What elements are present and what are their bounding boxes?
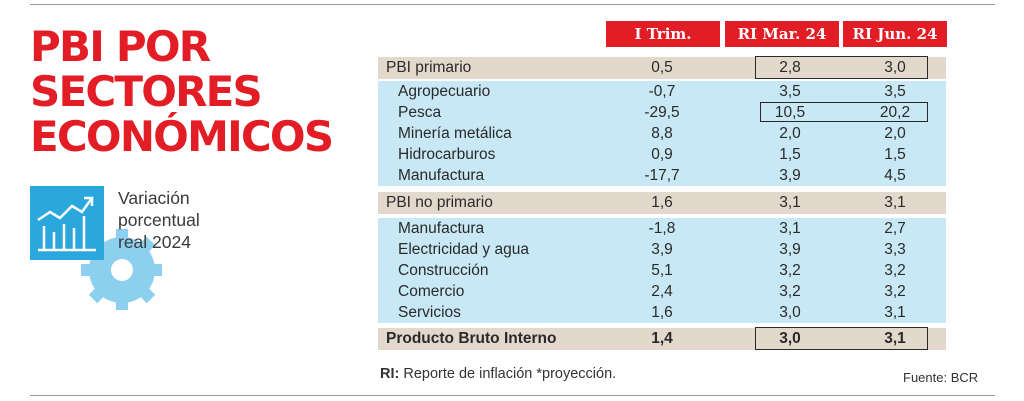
page-title: PBI POR SECTORES ECONÓMICOS bbox=[30, 24, 370, 159]
gear-icon bbox=[81, 229, 162, 310]
row-label: Producto Bruto Interno bbox=[386, 330, 557, 347]
cell-ri-mar: 3,9 bbox=[779, 241, 801, 258]
cell-i-trim: 8,8 bbox=[651, 125, 673, 142]
cell-i-trim: -1,8 bbox=[648, 220, 676, 237]
cell-ri-jun: 3,5 bbox=[884, 83, 906, 100]
column-header-ri-jun: RI Jun. 24 bbox=[843, 21, 947, 47]
cell-ri-mar: 3,2 bbox=[779, 283, 801, 300]
highlight-box-pesca bbox=[760, 102, 928, 122]
row-label: Minería metálica bbox=[398, 125, 512, 142]
table-row-manufactura-7: Manufactura -1,8 3,1 2,7 bbox=[378, 218, 946, 239]
cell-ri-jun: 3,3 bbox=[884, 241, 906, 258]
footnote: RI: Reporte de inflación *proyección. bbox=[380, 366, 616, 382]
column-header-i-trim: I Trim. bbox=[606, 21, 720, 47]
subtitle: Variación porcentual real 2024 bbox=[118, 187, 248, 253]
highlight-box-pbi-total bbox=[755, 327, 928, 350]
cell-ri-jun: 3,2 bbox=[884, 283, 906, 300]
table-row-agropecuario-1: Agropecuario -0,7 3,5 3,5 bbox=[378, 81, 946, 102]
table-row-mineria-metalica-3: Minería metálica 8,8 2,0 2,0 bbox=[378, 123, 946, 144]
cell-i-trim: -0,7 bbox=[648, 83, 676, 100]
title-line-1: PBI POR bbox=[30, 22, 211, 71]
cell-ri-mar: 3,1 bbox=[779, 220, 801, 237]
cell-ri-jun: 20,2 bbox=[879, 104, 911, 121]
top-rule bbox=[30, 4, 995, 5]
table-row-pesca-2: Pesca -29,5 10,5 20,2 bbox=[378, 102, 946, 123]
title-line-3: ECONÓMICOS bbox=[30, 112, 334, 161]
cell-ri-mar: 3,9 bbox=[779, 167, 801, 184]
bottom-rule bbox=[30, 395, 995, 396]
row-label: Construcción bbox=[398, 262, 489, 279]
column-header-ri-mar: RI Mar. 24 bbox=[725, 21, 839, 47]
cell-ri-mar: 3,1 bbox=[779, 194, 801, 211]
cell-ri-jun: 3,2 bbox=[884, 262, 906, 279]
cell-i-trim: 1,6 bbox=[651, 304, 673, 321]
cell-ri-jun: 3,1 bbox=[884, 194, 906, 211]
cell-i-trim: 1,4 bbox=[651, 330, 673, 347]
cell-ri-mar: 2,0 bbox=[779, 125, 801, 142]
footnote-text: Reporte de inflación *proyección. bbox=[399, 366, 617, 382]
cell-ri-mar: 3,0 bbox=[779, 330, 801, 347]
cell-i-trim: 5,1 bbox=[651, 262, 673, 279]
table-row-servicios-11: Servicios 1,6 3,0 3,1 bbox=[378, 302, 946, 323]
cell-ri-jun: 1,5 bbox=[884, 146, 906, 163]
table-row-manufactura-5: Manufactura -17,7 3,9 4,5 bbox=[378, 165, 946, 186]
cell-ri-jun: 2,0 bbox=[884, 125, 906, 142]
row-label: Electricidad y agua bbox=[398, 241, 529, 258]
row-label: Manufactura bbox=[398, 220, 485, 237]
trend-bars-icon bbox=[37, 196, 96, 252]
cell-ri-jun: 2,7 bbox=[884, 220, 906, 237]
subtitle-line-1: Variación bbox=[118, 188, 190, 208]
cell-i-trim: 2,4 bbox=[651, 283, 673, 300]
subtitle-line-2: porcentual bbox=[118, 210, 200, 230]
row-label: PBI primario bbox=[386, 59, 472, 76]
table-row-producto-bruto-interno-12: Producto Bruto Interno 1,4 3,0 3,1 bbox=[378, 328, 946, 350]
cell-ri-mar: 2,8 bbox=[779, 59, 801, 76]
cell-i-trim: -29,5 bbox=[644, 104, 680, 121]
row-label: Pesca bbox=[398, 104, 442, 121]
row-label: Manufactura bbox=[398, 167, 485, 184]
title-line-2: SECTORES bbox=[30, 67, 263, 116]
cell-i-trim: -17,7 bbox=[644, 167, 680, 184]
table-row-pbi-primario-0: PBI primario 0,5 2,8 3,0 bbox=[378, 57, 946, 79]
source-note: Fuente: BCR bbox=[903, 370, 979, 385]
table-row-construccion-9: Construcción 5,1 3,2 3,2 bbox=[378, 260, 946, 281]
cell-ri-mar: 1,5 bbox=[779, 146, 801, 163]
row-label: Agropecuario bbox=[398, 83, 491, 100]
cell-ri-mar: 10,5 bbox=[774, 104, 806, 121]
highlight-box-pbi-primario bbox=[755, 56, 928, 79]
cell-i-trim: 0,9 bbox=[651, 146, 673, 163]
cell-ri-jun: 4,5 bbox=[884, 167, 906, 184]
row-label: Comercio bbox=[398, 283, 465, 300]
cell-ri-jun: 3,0 bbox=[884, 59, 906, 76]
subtitle-line-3: real 2024 bbox=[118, 232, 191, 252]
table-row-hidrocarburos-4: Hidrocarburos 0,9 1,5 1,5 bbox=[378, 144, 946, 165]
cell-i-trim: 0,5 bbox=[651, 59, 673, 76]
table-row-electricidad-y-agua-8: Electricidad y agua 3,9 3,9 3,3 bbox=[378, 239, 946, 260]
growth-chart-gear-icon bbox=[30, 186, 162, 310]
cell-ri-jun: 3,1 bbox=[884, 330, 906, 347]
cell-ri-mar: 3,2 bbox=[779, 262, 801, 279]
footnote-abbr: RI: bbox=[380, 366, 400, 382]
row-label: Hidrocarburos bbox=[398, 146, 496, 163]
table-row-comercio-10: Comercio 2,4 3,2 3,2 bbox=[378, 281, 946, 302]
cell-i-trim: 1,6 bbox=[651, 194, 673, 211]
cell-ri-mar: 3,0 bbox=[779, 304, 801, 321]
cell-ri-mar: 3,5 bbox=[779, 83, 801, 100]
cell-i-trim: 3,9 bbox=[651, 241, 673, 258]
table-row-pbi-no-primario-6: PBI no primario 1,6 3,1 3,1 bbox=[378, 192, 946, 214]
row-label: Servicios bbox=[398, 304, 461, 321]
cell-ri-jun: 3,1 bbox=[884, 304, 906, 321]
row-label: PBI no primario bbox=[386, 194, 493, 211]
